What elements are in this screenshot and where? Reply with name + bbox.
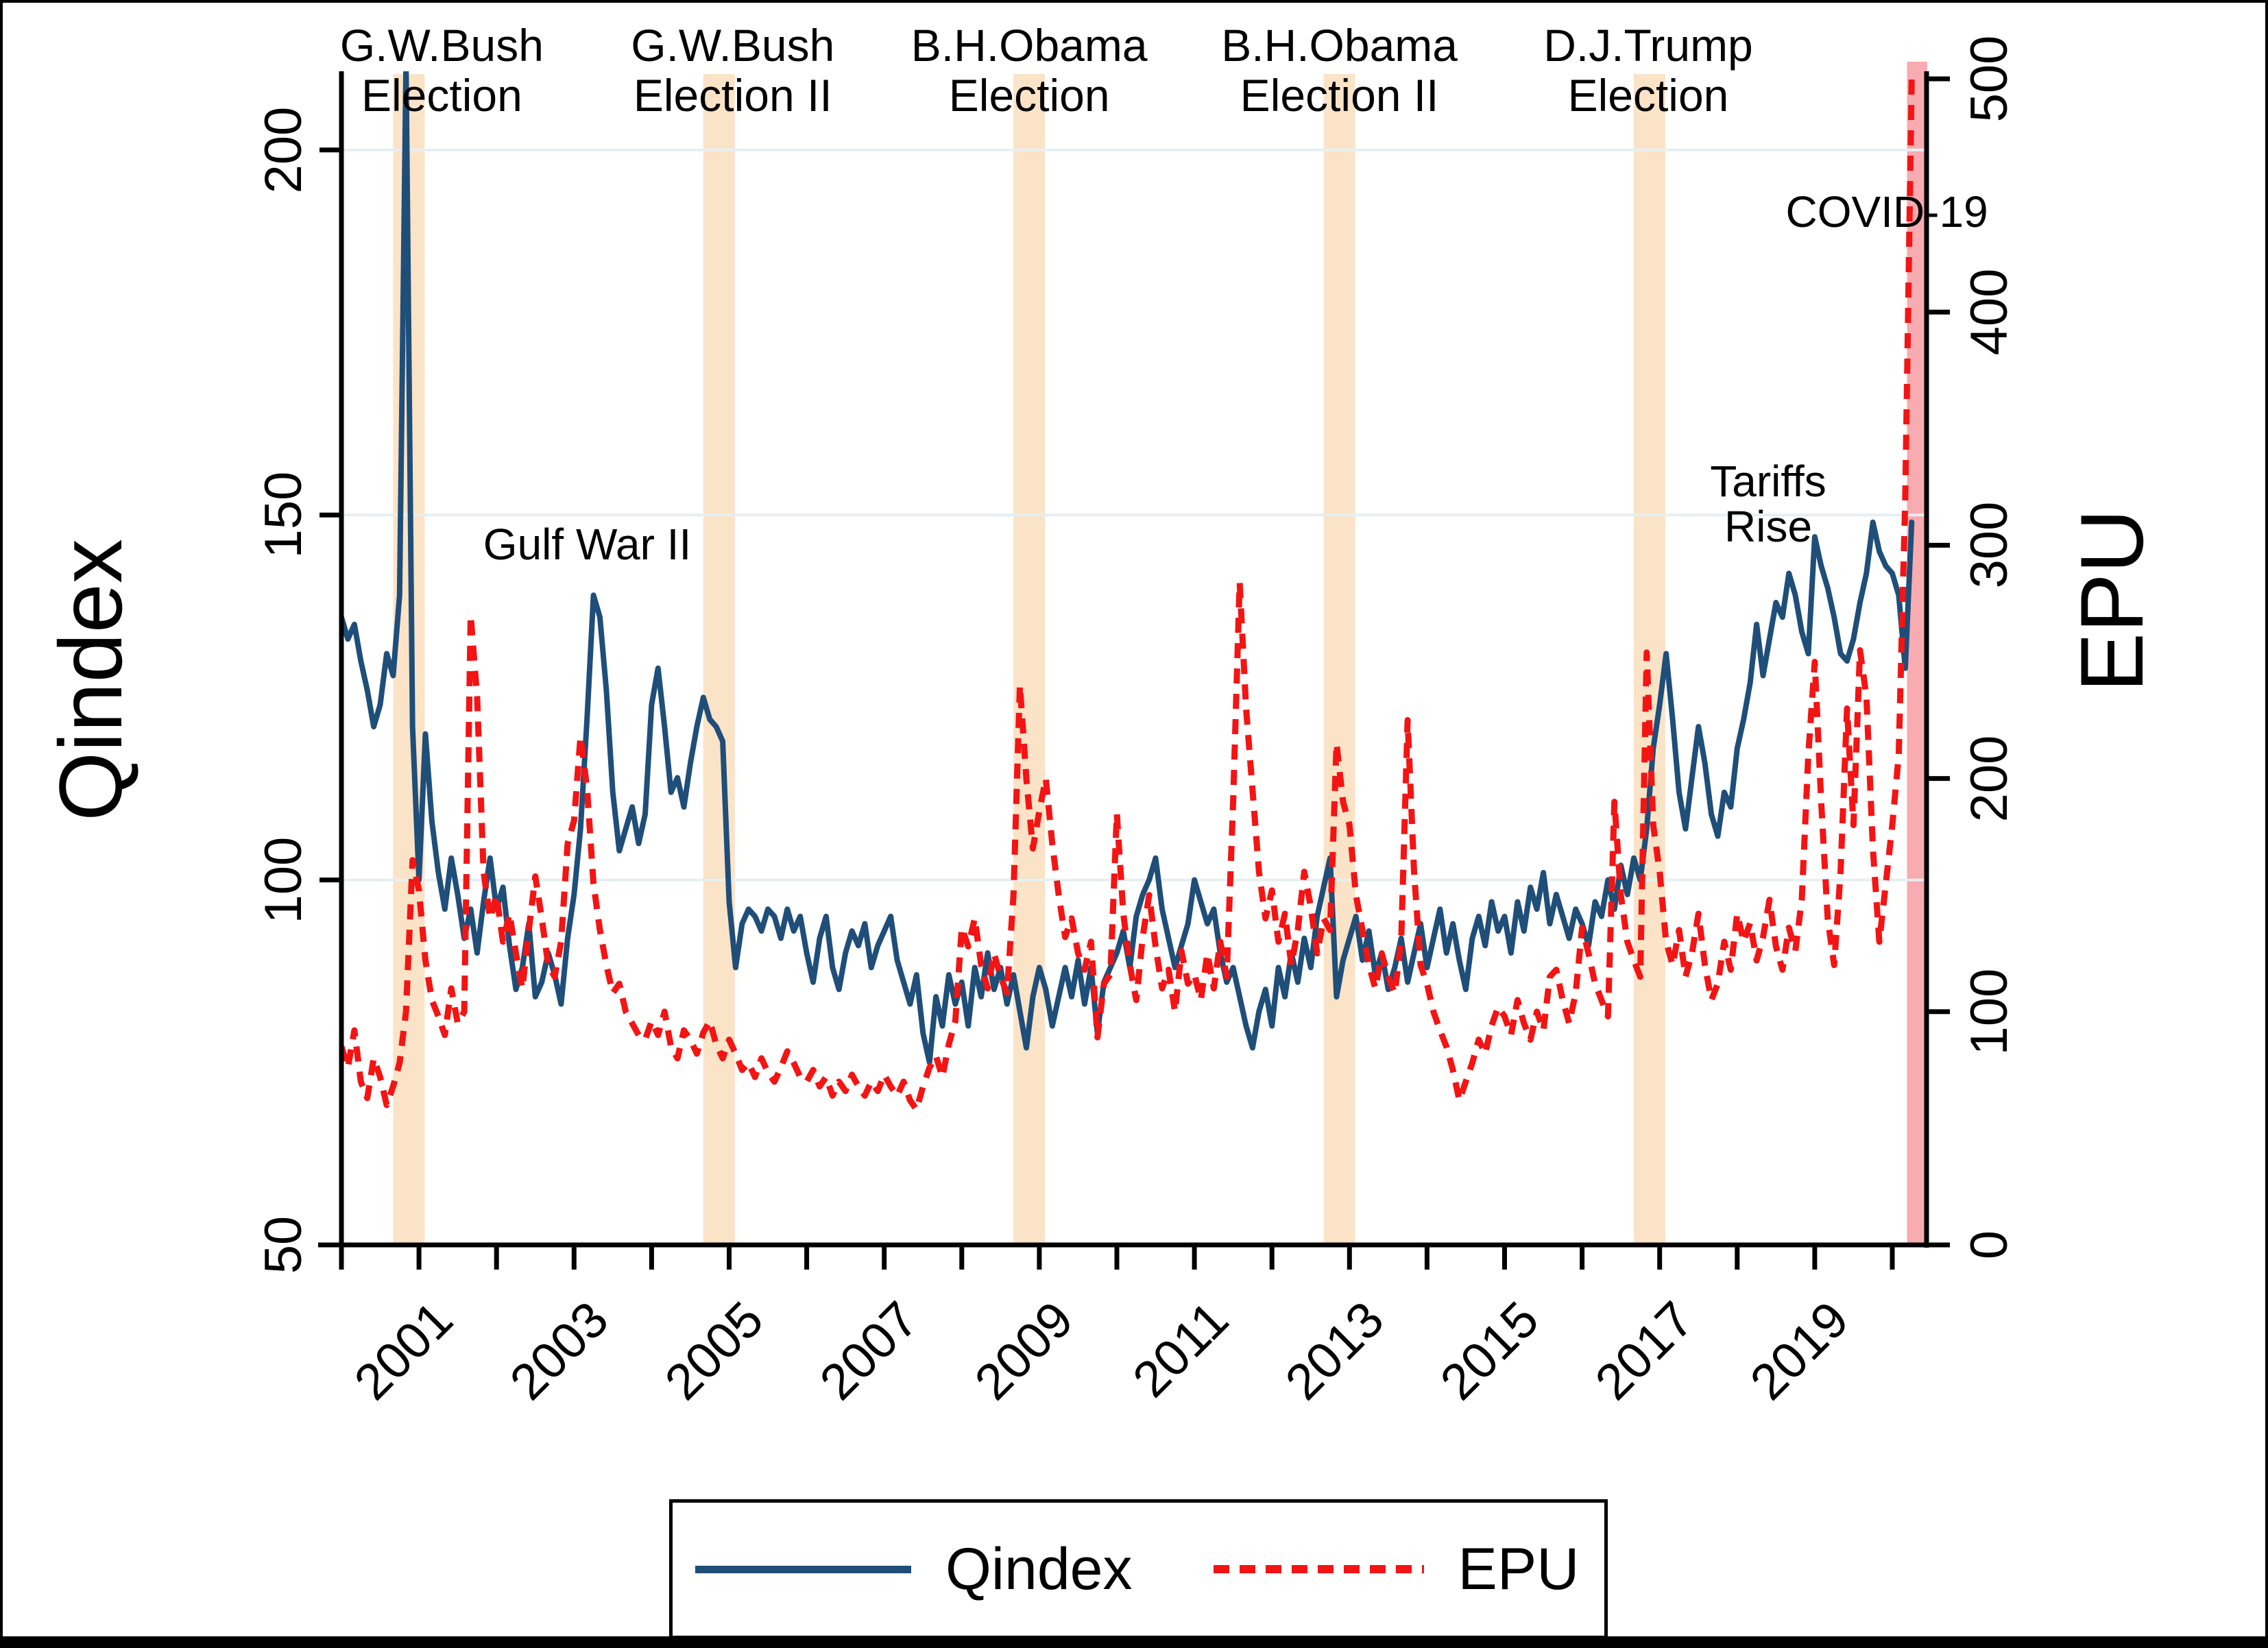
- annotation: Tariffs Rise: [1710, 457, 1826, 552]
- event-label: D.J.Trump Election: [1543, 20, 1753, 121]
- event-label: B.H.Obama Election: [910, 20, 1148, 121]
- event-bands: [393, 62, 1927, 1245]
- right-tick-label: 0: [1960, 1230, 2018, 1260]
- legend-qindex-line-sample: [695, 1565, 911, 1573]
- right-tick-label: 300: [1960, 501, 2018, 589]
- election-band: [703, 74, 735, 1245]
- plot-area: [318, 62, 1950, 1270]
- right-tick-label: 200: [1960, 735, 2018, 822]
- legend: Qindex EPU: [669, 1499, 1608, 1639]
- election-band: [1323, 74, 1355, 1245]
- event-label: B.H.Obama Election II: [1221, 20, 1458, 121]
- data-curves: [341, 71, 1915, 1113]
- right-tick-label: 400: [1960, 268, 2018, 356]
- annotation: Gulf War II: [483, 519, 692, 569]
- bottom-border-bar: [3, 1636, 2265, 1645]
- epu-line: [341, 78, 1915, 1113]
- legend-qindex-label: Qindex: [945, 1536, 1133, 1602]
- legend-epu-label: EPU: [1458, 1536, 1580, 1602]
- left-tick-label: 150: [254, 471, 313, 559]
- left-tick-label: 50: [254, 1215, 313, 1274]
- right-tick-label: 500: [1960, 35, 2018, 123]
- right-tick-label: 100: [1960, 968, 2018, 1056]
- election-band: [1013, 74, 1046, 1245]
- axes: [318, 71, 1950, 1270]
- left-axis-title: Qindex: [40, 539, 141, 821]
- left-tick-label: 100: [254, 836, 313, 923]
- right-axis-title: EPU: [2062, 509, 2162, 692]
- event-label: G.W.Bush Election: [339, 20, 544, 121]
- event-label: G.W.Bush Election II: [631, 20, 835, 121]
- legend-epu-line-sample: [1213, 1565, 1424, 1573]
- annotation: COVID-19: [1785, 187, 1988, 237]
